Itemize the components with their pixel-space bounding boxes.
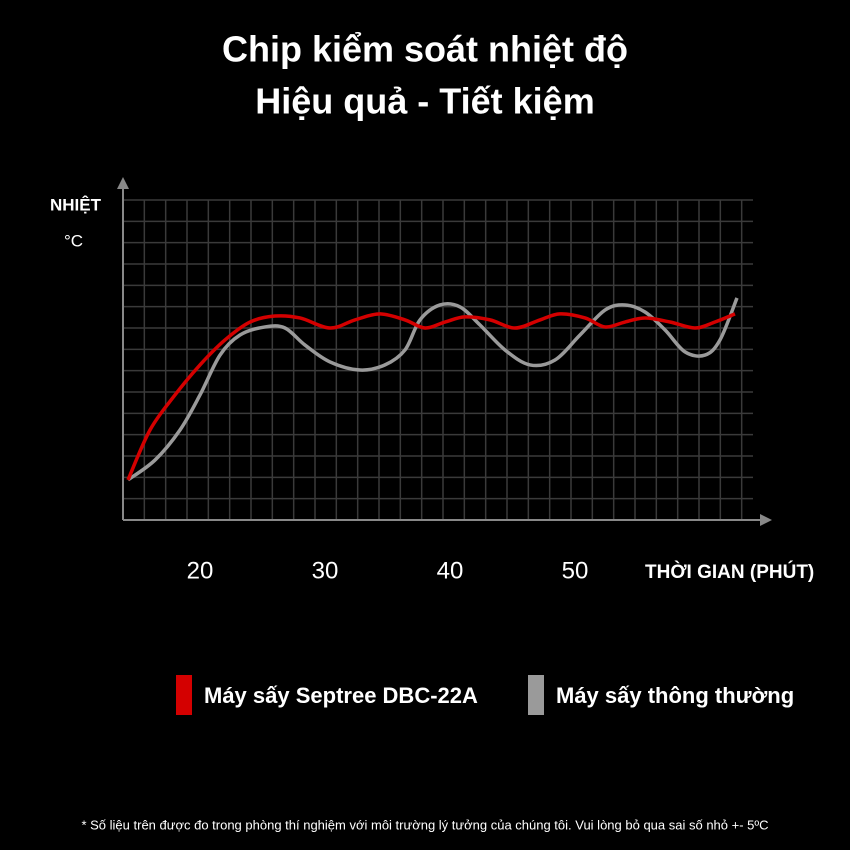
legend-label: Máy sấy thông thường [556, 683, 794, 708]
grid [123, 199, 753, 520]
plot-area [126, 297, 739, 482]
x-tick-label: 40 [437, 557, 464, 584]
y-axis-arrow [117, 177, 129, 189]
y-axis-unit: °C [64, 231, 83, 250]
x-tick-label: 30 [312, 557, 339, 584]
x-axis-arrow [760, 514, 772, 526]
x-tick-label: 50 [562, 557, 589, 584]
legend-swatch [528, 675, 544, 715]
data-line [126, 297, 739, 482]
chart-subtitle: Hiệu quả - Tiết kiệm [255, 81, 594, 122]
chart-title: Chip kiểm soát nhiệt độ [222, 29, 628, 70]
legend-label: Máy sấy Septree DBC-22A [204, 683, 478, 708]
x-axis-label: THỜI GIAN (PHÚT) [645, 561, 814, 583]
y-axis-label: NHIỆT [50, 195, 102, 214]
legend-swatch [176, 675, 192, 715]
footnote: * Số liệu trên được đo trong phòng thí n… [81, 817, 768, 832]
x-tick-label: 20 [187, 557, 214, 584]
data-line [126, 312, 736, 481]
